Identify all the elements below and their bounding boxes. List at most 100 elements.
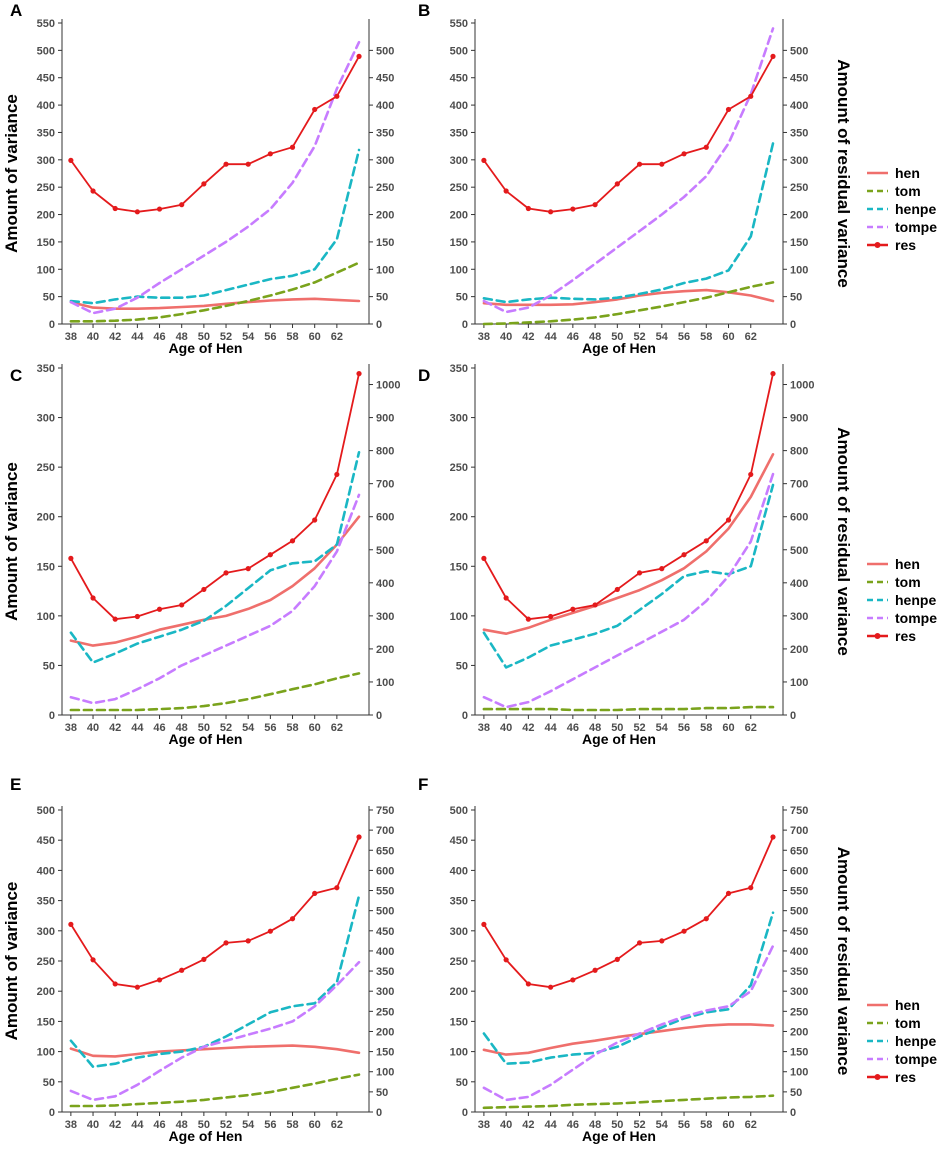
series-line-hen (482, 1023, 775, 1056)
x-axis-label: Age of Hen (582, 1128, 656, 1144)
y-tick-label: 350 (37, 363, 55, 375)
series-point-res (245, 938, 251, 944)
series-point-res (525, 981, 531, 987)
series-line-tom (482, 281, 775, 326)
series-point-res (201, 586, 207, 593)
y-tick-label: 150 (37, 1016, 55, 1028)
y2-tick-label: 450 (376, 73, 394, 85)
x-tick-label: 44 (544, 722, 557, 734)
series-point-res (223, 940, 229, 946)
y-tick-label: 100 (37, 264, 55, 276)
series-line-tom (69, 672, 361, 712)
series-point-res (748, 471, 754, 478)
x-tick-label: 62 (331, 722, 343, 734)
y2-tick-label: 350 (790, 127, 808, 139)
series-point-res (223, 570, 229, 576)
y-tick-label: 350 (450, 363, 468, 375)
y-tick-label: 250 (37, 462, 55, 474)
y-tick-label: 0 (462, 319, 468, 331)
legend-label-hen: hen (895, 165, 920, 181)
series-point-res (334, 93, 340, 99)
series-point-res (289, 916, 296, 922)
y-tick-label: 100 (37, 1047, 55, 1059)
series-line-tom (69, 1073, 361, 1108)
y2-tick-label: 250 (376, 182, 394, 194)
y2-tick-label: 500 (376, 906, 394, 918)
series-point-res (748, 93, 754, 99)
y2-tick-label: 300 (790, 155, 808, 167)
panel-letter: B (418, 1, 430, 20)
series-point-res (267, 552, 273, 558)
series-point-res (770, 371, 776, 377)
y2-tick-label: 350 (376, 127, 394, 139)
legend-label-henpe: henpe (895, 592, 936, 608)
y-tick-label: 50 (43, 660, 55, 672)
y-tick-label: 350 (450, 127, 468, 139)
series-point-res (770, 53, 776, 59)
x-tick-label: 52 (633, 722, 645, 734)
x-tick-label: 42 (109, 331, 121, 343)
y-tick-label: 200 (450, 986, 468, 998)
series-point-res (90, 188, 96, 194)
x-tick-label: 60 (722, 1119, 734, 1131)
series-point-res (503, 595, 509, 601)
panel-d: D 0 50 100 150 200 250 300 350 0 100 200 300 400 500 60… (418, 363, 853, 747)
y2-tick-label: 600 (790, 512, 808, 524)
x-tick-label: 58 (700, 331, 712, 343)
series-point-res (481, 157, 487, 163)
series-point-res (681, 928, 687, 934)
y2-tick-label: 100 (790, 264, 808, 276)
y-tick-label: 400 (37, 865, 55, 877)
x-tick-label: 42 (522, 1119, 534, 1131)
x-tick-label: 52 (220, 1119, 232, 1131)
series-line-henpe (482, 911, 775, 1065)
series-point-res (614, 181, 620, 187)
y2-tick-label: 100 (790, 1067, 808, 1079)
y2-tick-label: 300 (376, 611, 394, 623)
y2-tick-label: 900 (790, 413, 808, 425)
series-point-res (725, 517, 732, 523)
x-tick-label: 54 (656, 1119, 669, 1131)
y2-tick-label: 400 (790, 578, 808, 590)
panel-b: B 0 50 100 150 200 250 300 350 400 450 500 550 0 50 100… (418, 1, 853, 356)
y-tick-label: 350 (37, 896, 55, 908)
y2-tick-label: 800 (376, 446, 394, 458)
y2-tick-label: 550 (790, 886, 808, 898)
x-tick-label: 38 (65, 1119, 77, 1131)
y2-axis-label: Amount of residual variance (834, 847, 853, 1076)
series-point-res (703, 538, 709, 544)
legend-label-tom: tom (895, 1015, 921, 1031)
y2-tick-label: 450 (790, 926, 808, 938)
x-tick-label: 60 (722, 722, 734, 734)
y-tick-label: 300 (37, 413, 55, 425)
legend-label-henpe: henpe (895, 201, 936, 217)
y2-tick-label: 0 (376, 319, 382, 331)
x-tick-label: 46 (153, 331, 165, 343)
y-tick-label: 200 (37, 512, 55, 524)
x-tick-label: 56 (678, 1119, 690, 1131)
x-tick-label: 62 (745, 722, 757, 734)
x-tick-label: 40 (500, 1119, 512, 1131)
y2-tick-label: 50 (790, 1087, 802, 1099)
y-tick-label: 200 (37, 986, 55, 998)
y-tick-label: 250 (450, 462, 468, 474)
legend-marker-res (874, 633, 881, 639)
series-point-res (636, 161, 643, 167)
legend-marker-res (874, 1074, 881, 1080)
y2-tick-label: 750 (376, 805, 394, 817)
series-line-tompe (482, 472, 775, 709)
y2-tick-label: 400 (376, 578, 394, 590)
y2-tick-label: 650 (376, 845, 394, 857)
series-point-res (179, 202, 185, 208)
series-point-res (267, 151, 273, 157)
x-tick-label: 40 (500, 331, 512, 343)
legend: hen tom henpe tompe res (867, 556, 937, 644)
series-point-res (481, 921, 487, 927)
x-tick-label: 54 (242, 722, 255, 734)
series-line-henpe (69, 450, 361, 664)
x-tick-label: 40 (87, 331, 99, 343)
x-tick-label: 56 (678, 722, 690, 734)
series-point-res (703, 916, 709, 922)
y2-tick-label: 650 (790, 845, 808, 857)
series-point-res (112, 981, 118, 987)
